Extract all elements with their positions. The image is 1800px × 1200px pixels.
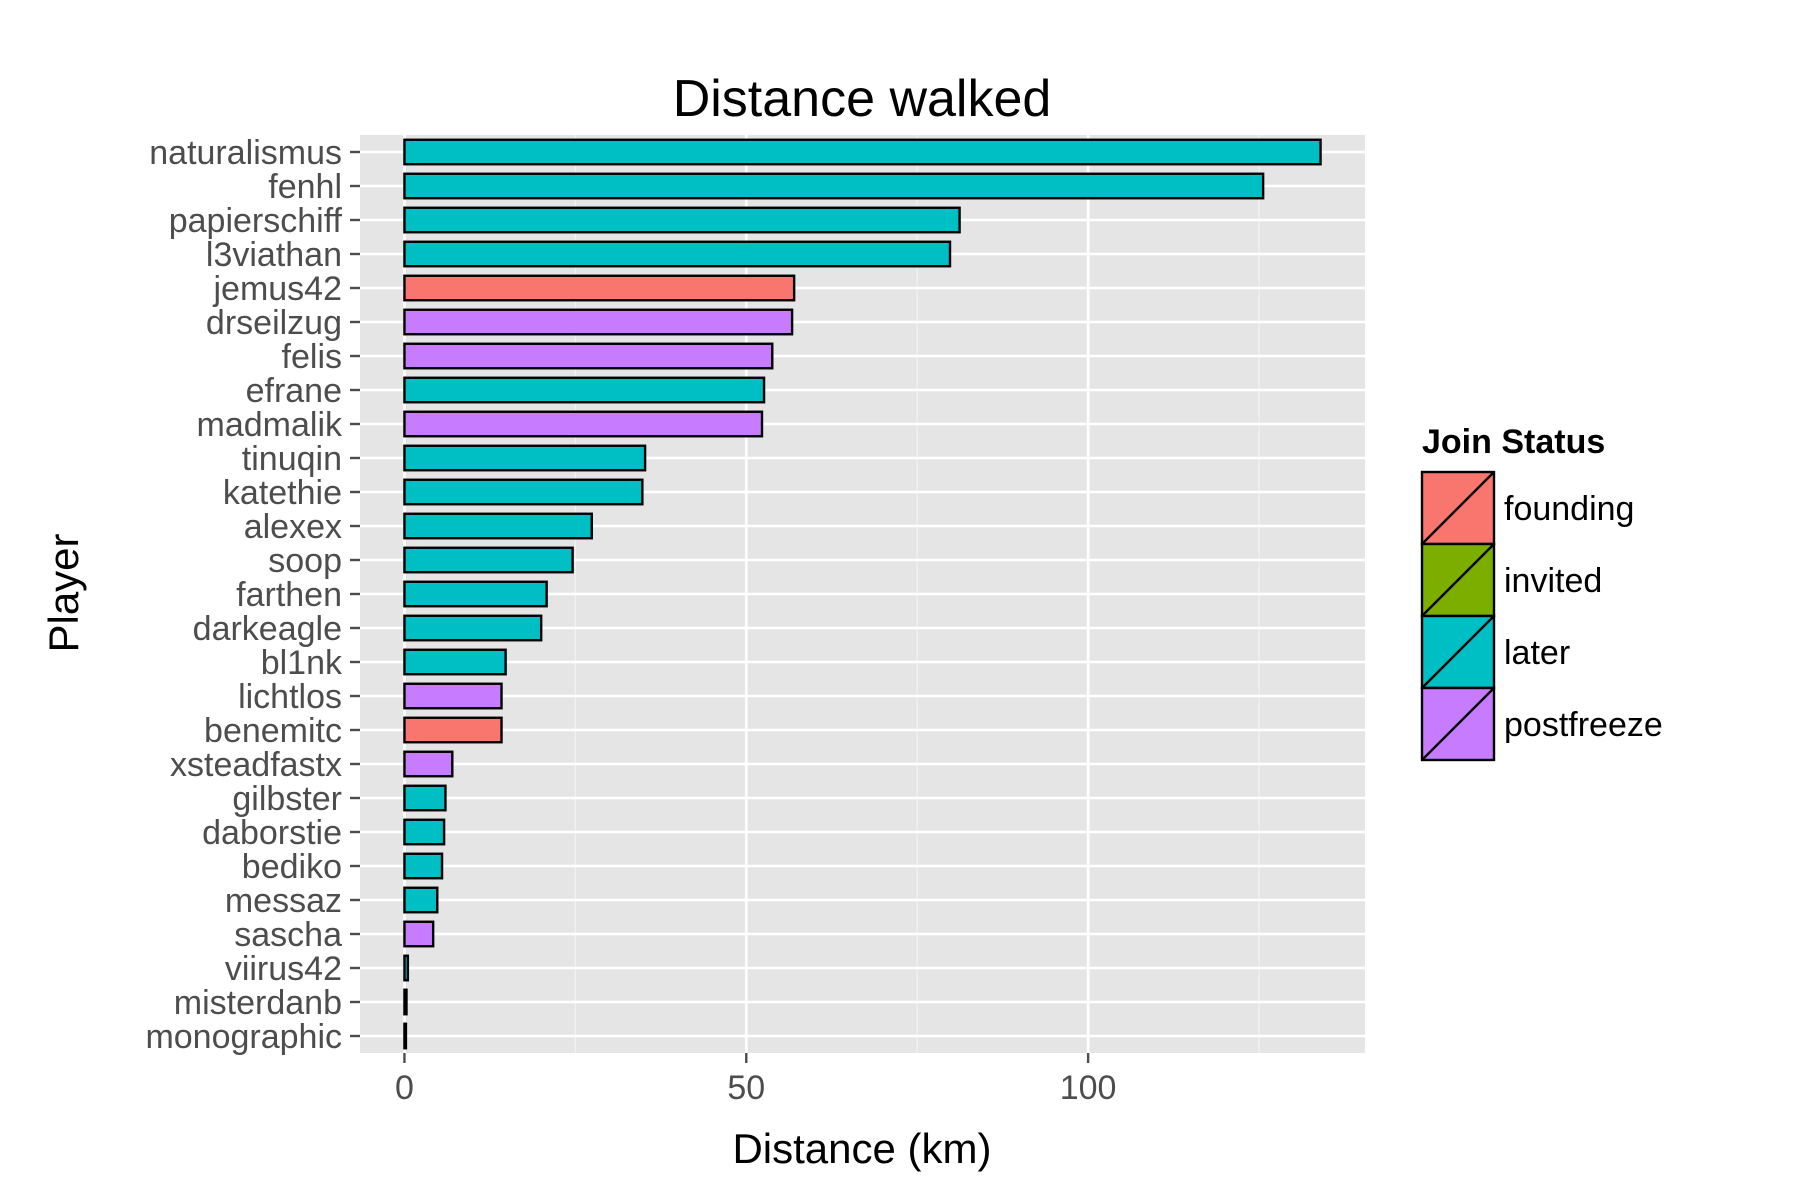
y-tick-label: daborstie [202, 814, 342, 852]
y-tick-label: messaz [225, 882, 342, 920]
y-tick-label: drseilzug [206, 304, 342, 342]
y-tick-label: madmalik [197, 406, 343, 444]
bar-darkeagle [403, 614, 543, 642]
chart-title: Distance walked [673, 70, 1052, 128]
bar-sascha [403, 920, 435, 948]
bar-katethie [403, 478, 644, 506]
legend-key-slash [1421, 615, 1495, 689]
bar-monographic [403, 1022, 408, 1050]
legend-key-slash [1421, 471, 1495, 545]
y-tick-label: efrane [246, 372, 342, 410]
bar-xsteadfastx [403, 750, 454, 778]
y-tick-label: alexex [244, 508, 342, 546]
y-tick-label: sascha [234, 916, 342, 954]
y-tick-label: gilbster [232, 780, 342, 818]
bar-soop [403, 546, 574, 574]
bar-madmalik [403, 410, 764, 438]
legend-label-postfreeze: postfreeze [1504, 706, 1663, 744]
y-tick-label: tinuqin [242, 440, 342, 478]
x-tick-label: 0 [395, 1069, 414, 1107]
y-tick-label: katethie [223, 474, 342, 512]
bar-viirus42 [403, 954, 410, 982]
y-tick-label: viirus42 [225, 950, 342, 988]
bar-misterdanb [403, 988, 408, 1016]
bar-alexex [403, 512, 593, 540]
bar-benemitc [403, 716, 503, 744]
bar-farthen [403, 580, 548, 608]
legend-label-founding: founding [1504, 490, 1634, 528]
y-tick-label: benemitc [204, 712, 342, 750]
bar-gilbster [403, 784, 447, 812]
bar-bl1nk [403, 648, 507, 676]
y-tick-label: felis [282, 338, 342, 376]
legend-items: founding invited later postfreeze [1420, 470, 1663, 762]
bar-drseilzug [403, 308, 794, 336]
y-tick-label: l3viathan [206, 236, 342, 274]
bar-papierschiff [403, 206, 961, 234]
bar-efrane [403, 376, 766, 404]
bar-daborstie [403, 818, 446, 846]
bar-bediko [403, 852, 444, 880]
y-tick-label: naturalismus [149, 134, 342, 172]
x-tick-label: 100 [1060, 1069, 1117, 1107]
legend-key-slash [1421, 543, 1495, 617]
bars [403, 138, 1322, 1050]
legend-title: Join Status [1422, 423, 1605, 461]
y-axis-ticks: naturalismusfenhlpapierschiffl3viathanje… [145, 134, 360, 1056]
bar-lichtlos [403, 682, 503, 710]
legend: Join Status founding invited later postfree… [1420, 423, 1663, 762]
bar-naturalismus [403, 138, 1322, 166]
y-axis-title: Player [40, 533, 87, 652]
bar-jemus42 [403, 274, 796, 302]
y-tick-label: farthen [236, 576, 342, 614]
bar-felis [403, 342, 774, 370]
y-tick-label: fenhl [268, 168, 342, 206]
y-tick-label: xsteadfastx [170, 746, 342, 784]
y-tick-label: misterdanb [174, 984, 342, 1022]
legend-label-invited: invited [1504, 562, 1602, 600]
x-axis-title: Distance (km) [732, 1125, 991, 1172]
y-tick-label: papierschiff [169, 202, 343, 240]
x-axis-ticks: 0 50 100 [395, 1053, 1117, 1107]
bar-tinuqin [403, 444, 647, 472]
bar-fenhl [403, 172, 1265, 200]
legend-key-slash [1421, 687, 1495, 761]
y-tick-label: monographic [145, 1018, 342, 1056]
bar-l3viathan [403, 240, 952, 268]
y-tick-label: jemus42 [212, 270, 342, 308]
x-tick-label: 50 [727, 1069, 765, 1107]
y-tick-label: darkeagle [193, 610, 342, 648]
y-tick-label: soop [268, 542, 342, 580]
y-tick-label: bediko [242, 848, 342, 886]
legend-label-later: later [1504, 634, 1570, 672]
y-tick-label: lichtlos [238, 678, 342, 716]
bar-messaz [403, 886, 439, 914]
y-tick-label: bl1nk [261, 644, 343, 682]
